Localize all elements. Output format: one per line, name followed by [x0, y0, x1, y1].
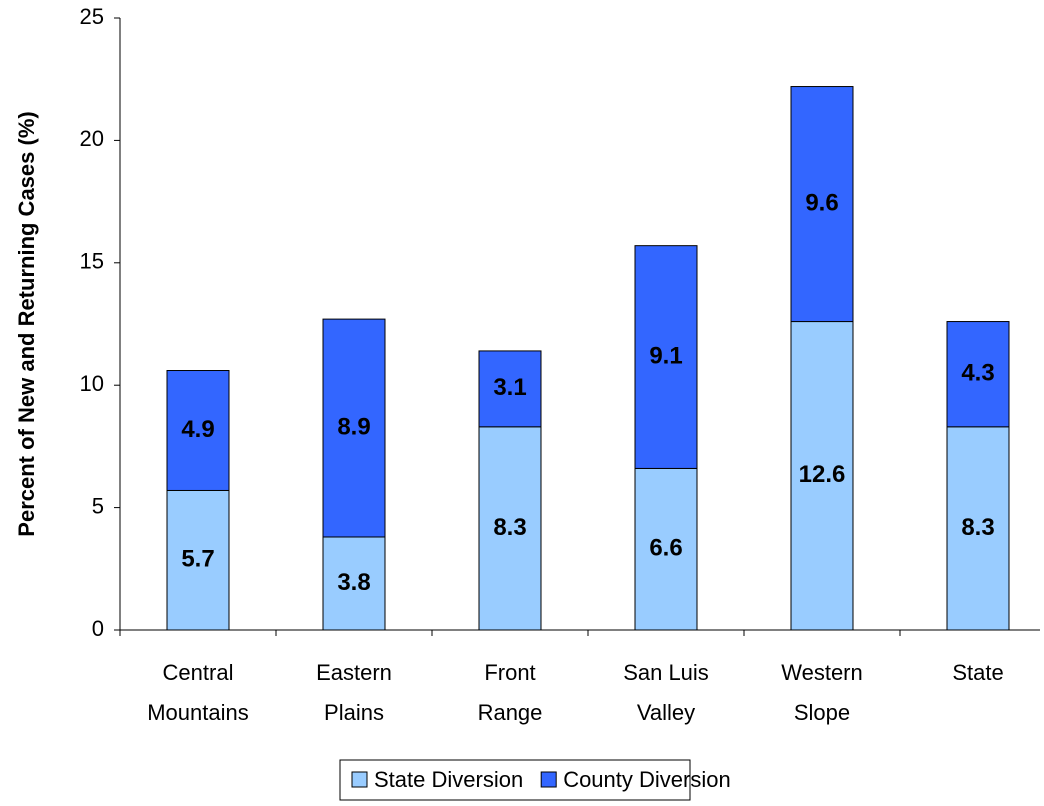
y-tick-label: 5 — [92, 493, 104, 518]
bar-segment — [478, 426, 542, 631]
data-label: 8.9 — [337, 413, 370, 440]
bar-segment — [634, 245, 698, 469]
bar-segment — [790, 86, 854, 323]
x-tick-label: Eastern — [316, 660, 392, 685]
x-tick-label: San Luis — [623, 660, 709, 685]
data-label: 6.6 — [649, 535, 682, 562]
data-label: 3.1 — [493, 374, 526, 401]
bar-segment — [946, 321, 1010, 428]
legend-label: County Diversion — [563, 767, 731, 792]
y-tick-label: 0 — [92, 616, 104, 641]
bar-segment — [166, 370, 230, 491]
y-tick-label: 20 — [80, 126, 104, 151]
data-label: 9.6 — [805, 189, 838, 216]
bar-segment — [322, 536, 386, 631]
data-label: 8.3 — [961, 514, 994, 541]
x-tick-label: Front — [484, 660, 535, 685]
y-tick-label: 10 — [80, 371, 104, 396]
bar-segment — [322, 318, 386, 538]
data-label: 5.7 — [181, 546, 214, 573]
data-label: 9.1 — [649, 342, 682, 369]
legend-swatch — [351, 771, 368, 788]
legend-swatch — [540, 771, 557, 788]
bar-segment — [634, 467, 698, 631]
data-label: 4.9 — [181, 416, 214, 443]
x-tick-label: Mountains — [147, 700, 249, 725]
y-axis-title: Percent of New and Returning Cases (%) — [14, 111, 39, 536]
bar-segment — [946, 426, 1010, 631]
data-label: 8.3 — [493, 514, 526, 541]
x-tick-label: Western — [781, 660, 863, 685]
data-label: 4.3 — [961, 360, 994, 387]
x-tick-label: Valley — [637, 700, 695, 725]
x-tick-label: State — [952, 660, 1003, 685]
y-tick-label: 25 — [80, 4, 104, 29]
legend-label: State Diversion — [374, 767, 523, 792]
y-tick-label: 15 — [80, 249, 104, 274]
data-label: 12.6 — [799, 461, 846, 488]
legend-box — [339, 759, 691, 801]
data-label: 3.8 — [337, 569, 370, 596]
x-tick-label: Plains — [324, 700, 384, 725]
x-tick-label: Slope — [794, 700, 850, 725]
bar-segment — [790, 321, 854, 631]
x-tick-label: Central — [163, 660, 234, 685]
x-tick-label: Range — [478, 700, 543, 725]
bar-segment — [478, 350, 542, 428]
bar-segment — [166, 489, 230, 631]
